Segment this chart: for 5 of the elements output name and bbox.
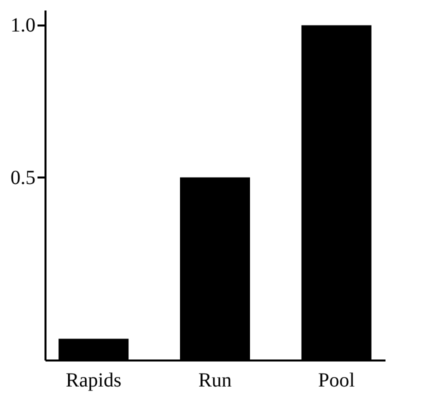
y-tick-label: 0.5 xyxy=(10,166,36,189)
y-tick-label: 1.0 xyxy=(10,14,36,37)
x-tick-label: Rapids xyxy=(66,370,122,392)
x-tick-label: Pool xyxy=(318,370,356,392)
x-tick-label: Run xyxy=(198,370,232,392)
